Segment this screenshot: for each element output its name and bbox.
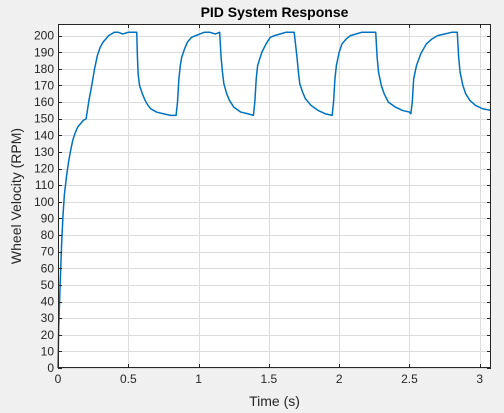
x-axis-label: Time (s) bbox=[249, 393, 300, 409]
y-tick-label: 20 bbox=[41, 328, 55, 342]
y-tick-label: 80 bbox=[41, 228, 55, 242]
y-tick-labels: 0 10 20 30 40 50 60 70 80 90 100 110 120 130 140 150 160… bbox=[34, 29, 54, 375]
y-tick-label: 60 bbox=[41, 261, 55, 275]
grid bbox=[58, 24, 491, 369]
series-line bbox=[57, 31, 492, 369]
y-tick-label: 160 bbox=[34, 95, 54, 109]
y-tick-label: 100 bbox=[34, 195, 54, 209]
x-tick-labels: 0 0.5 1 1.5 2 2.5 3 bbox=[55, 372, 484, 386]
y-tick-label: 140 bbox=[34, 128, 54, 142]
y-tick-label: 170 bbox=[34, 78, 54, 92]
y-tick-label: 110 bbox=[35, 178, 54, 192]
plot-area bbox=[58, 24, 491, 368]
y-tick-label: 30 bbox=[41, 311, 55, 325]
y-tick-label: 10 bbox=[41, 344, 55, 358]
y-tick-label: 190 bbox=[34, 45, 54, 59]
chart-title: PID System Response bbox=[201, 4, 349, 20]
x-tick-label: 2 bbox=[336, 372, 343, 386]
y-tick-label: 40 bbox=[41, 295, 55, 309]
axes-frame bbox=[58, 24, 491, 368]
y-tick-label: 70 bbox=[41, 245, 55, 259]
y-tick-label: 90 bbox=[41, 211, 55, 225]
y-tick-label: 50 bbox=[41, 278, 55, 292]
x-tick-label: 0.5 bbox=[120, 372, 137, 386]
y-axis-label: Wheel Velocity (RPM) bbox=[8, 128, 24, 264]
y-tick-label: 180 bbox=[34, 62, 54, 76]
y-tick-label: 150 bbox=[34, 112, 54, 126]
x-tick-label: 2.5 bbox=[401, 372, 418, 386]
x-tick-label: 1.5 bbox=[261, 372, 278, 386]
y-tick-label: 0 bbox=[47, 361, 54, 375]
y-tick-label: 130 bbox=[34, 145, 54, 159]
tick-marks bbox=[58, 24, 491, 369]
x-tick-label: 3 bbox=[476, 372, 483, 386]
x-tick-label: 0 bbox=[55, 372, 62, 386]
series-layer bbox=[57, 31, 492, 369]
y-tick-label: 200 bbox=[34, 29, 54, 43]
x-tick-label: 1 bbox=[195, 372, 202, 386]
y-tick-label: 120 bbox=[34, 162, 54, 176]
